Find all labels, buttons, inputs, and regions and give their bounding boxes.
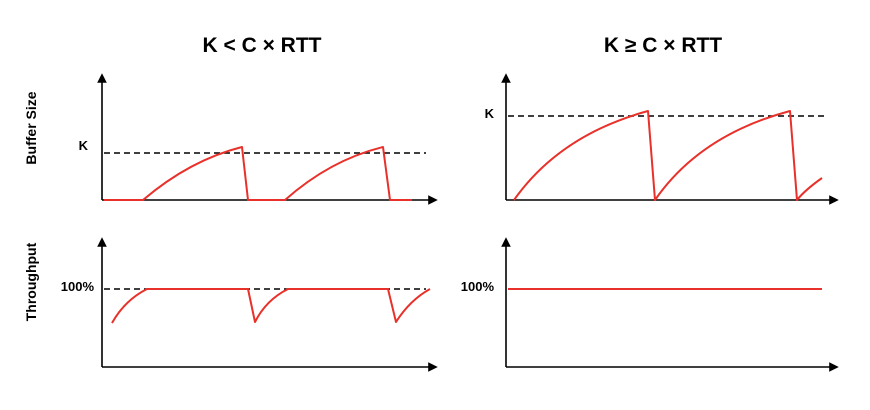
k-label-left: K [79,138,89,153]
k-label-right: K [485,106,495,121]
panel-throughput-right: 100% [461,237,839,372]
throughput-curve-left [111,288,431,324]
buffer-curve-right [513,110,823,201]
title-right: K ≥ C × RTT [604,34,722,57]
panel-buffer-right: K [485,73,839,205]
pct-label-left: 100% [61,279,95,294]
pct-label-right: 100% [461,279,495,294]
panel-buffer-left: K [79,73,438,205]
ylabel-buffer-size: Buffer Size [23,91,39,164]
buffer-curve-left [104,146,412,201]
ylabel-throughput: Throughput [23,242,39,321]
title-left: K < C × RTT [202,34,321,57]
panel-throughput-left: 100% [61,237,438,372]
